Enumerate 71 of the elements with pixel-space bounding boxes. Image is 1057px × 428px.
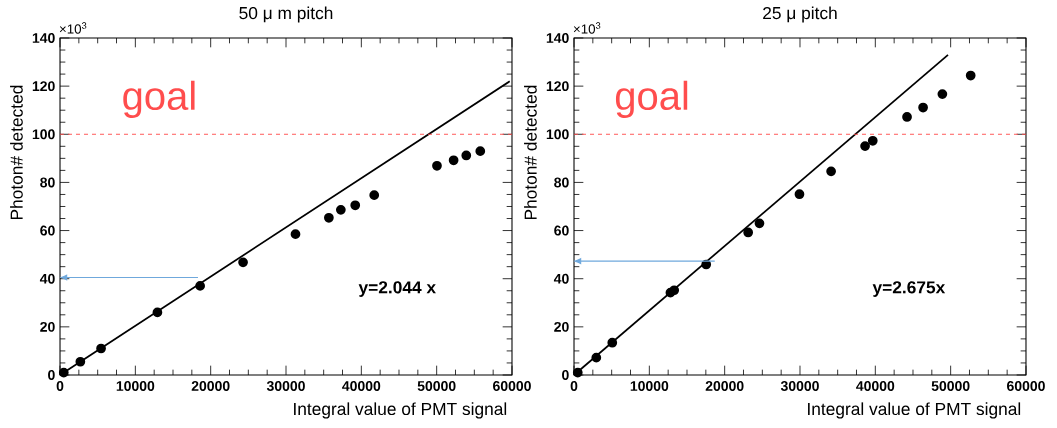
text: ×10$^{3}$ (59, 22, 87, 34)
y-tick-label: 100 (32, 129, 55, 140)
x-tick-label: 0 (56, 381, 64, 391)
point (448, 155, 459, 166)
y-tick-label: 80 (554, 177, 569, 188)
y-tick-label: 120 (32, 81, 55, 92)
point (461, 150, 472, 161)
point (238, 257, 248, 268)
point (152, 307, 163, 318)
y-tick-label: 0 (562, 370, 569, 380)
y-tick-label: 0 (48, 370, 55, 380)
x-tick-label: 10000 (116, 381, 155, 391)
point (290, 229, 301, 240)
x-tick-label: 50000 (931, 381, 970, 391)
point (918, 102, 928, 113)
point (324, 212, 334, 223)
point (867, 135, 878, 146)
point (794, 189, 805, 200)
y-tick-label: 100 (546, 129, 569, 140)
x-axis-title: Integral value of PMT signal (808, 402, 1021, 419)
y-tick-label: 60 (554, 225, 569, 236)
point (96, 343, 106, 354)
point (572, 367, 583, 378)
annotation: y=2.675x (872, 281, 946, 297)
point (195, 281, 205, 291)
text: ×10$^{3}$ (573, 22, 601, 34)
point (902, 112, 912, 122)
x-tick-label: 20000 (705, 381, 744, 391)
point (607, 337, 618, 348)
x-tick-label: 40000 (856, 381, 895, 391)
point (826, 166, 836, 177)
y-tick-label: 20 (554, 321, 569, 332)
point (743, 227, 754, 238)
point (350, 200, 361, 211)
x-tick-label: 60000 (1007, 381, 1045, 391)
y-axis-title: Photon# detected (524, 85, 537, 220)
x-axis-title: Integral value of PMT signal (294, 402, 507, 419)
point (937, 89, 948, 99)
point (860, 141, 870, 151)
y-axis-title: Photon# detected (10, 85, 23, 220)
ref-line-label: goal (123, 80, 195, 119)
point (669, 285, 680, 296)
ref-line-label: goal (615, 80, 688, 119)
x-tick-label: 0 (570, 381, 578, 391)
y-tick-label: 140 (546, 33, 569, 43)
chart-title: 25 μ pitch (763, 6, 837, 23)
x-tick-label: 30000 (780, 381, 819, 391)
y-tick-label: 140 (32, 33, 55, 43)
x-tick-label: 20000 (191, 381, 230, 391)
point (965, 70, 976, 81)
y-tick-label: 80 (40, 177, 55, 188)
point (432, 160, 442, 171)
x-tick-label: 40000 (342, 381, 381, 391)
y-tick-label: 20 (40, 321, 55, 332)
point (591, 352, 602, 363)
y-tick-label: 40 (553, 273, 569, 284)
point (475, 146, 486, 156)
y-tick-label: 60 (40, 225, 55, 236)
y-tick-label: 40 (39, 273, 55, 284)
point (754, 218, 765, 229)
point (369, 190, 380, 201)
x-tick-label: 30000 (266, 381, 305, 391)
point (58, 367, 69, 378)
x-tick-label: 60000 (493, 381, 531, 391)
chart-title: 50 μ m pitch (239, 6, 333, 23)
point (335, 204, 346, 215)
annotation: y=2.044 x (358, 281, 436, 297)
x-tick-label: 10000 (630, 381, 669, 391)
y-tick-label: 120 (546, 81, 569, 92)
x-tick-label: 50000 (417, 381, 456, 391)
point (75, 356, 86, 367)
